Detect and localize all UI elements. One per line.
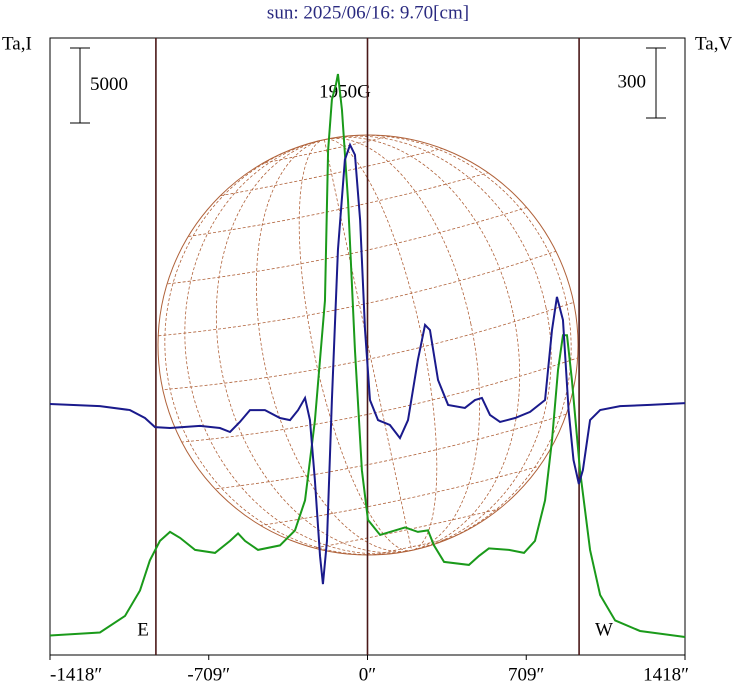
annotation: 1950G (319, 81, 371, 102)
parallel (118, 100, 540, 193)
series-line (49, 142, 686, 585)
y2-axis-label: Ta,V (695, 33, 732, 54)
annotation: E (137, 619, 149, 640)
annotation: W (595, 619, 613, 640)
x-tick-label: 1418″ (643, 664, 689, 685)
parallel (166, 352, 593, 444)
y-axis-label: Ta,I (2, 33, 32, 54)
meridian (184, 135, 552, 555)
parallel (196, 497, 618, 590)
scale-bar-label: 300 (618, 71, 647, 92)
parallel (143, 246, 571, 338)
parallel (132, 196, 560, 289)
x-tick-label: 709″ (508, 664, 544, 685)
series-line (49, 73, 686, 638)
parallel (154, 299, 582, 391)
x-tick-label: 0″ (359, 664, 376, 685)
x-tick-label: -1418″ (50, 664, 102, 685)
scale-bar-label: 5000 (90, 74, 128, 95)
parallel (176, 402, 604, 494)
x-tick-label: -709″ (187, 664, 230, 685)
chart-title: sun: 2025/06/16: 9.70[cm] (267, 2, 469, 23)
